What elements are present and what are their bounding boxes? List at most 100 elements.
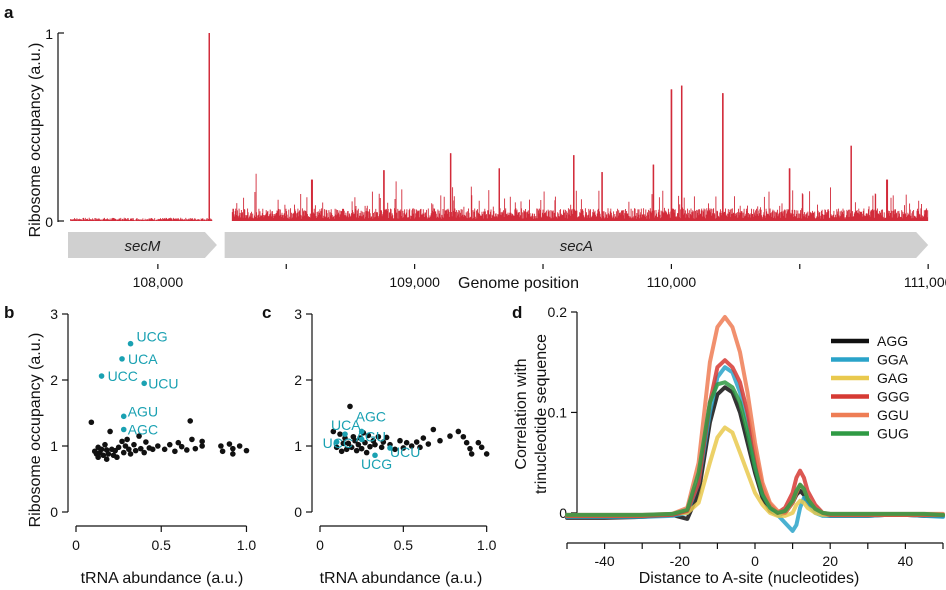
highlight-point-UCU xyxy=(141,380,147,387)
highlight-point-UCA xyxy=(119,356,125,362)
panel-c-letter: c xyxy=(262,303,271,322)
x-tick-label: 1.0 xyxy=(237,537,257,553)
data-point xyxy=(120,449,127,456)
panel-d-series-lines xyxy=(565,315,945,533)
highlight-point-UCU xyxy=(387,445,393,451)
panel-a-xlabel: Genome position xyxy=(458,275,579,292)
legend-label-GGG: GGG xyxy=(877,389,910,405)
data-point xyxy=(397,437,403,444)
highlight-label-UCU: UCU xyxy=(390,444,420,460)
data-point xyxy=(124,436,130,443)
y-tick-label: 0.2 xyxy=(548,304,568,320)
data-point xyxy=(365,432,372,439)
panel-b-xlabel: tRNA abundance (a.u.) xyxy=(81,570,244,587)
data-point xyxy=(178,443,185,450)
panel-a-ytick-label-0: 0 xyxy=(45,214,53,230)
data-point xyxy=(378,444,385,451)
highlight-label-AGC: AGC xyxy=(128,422,158,438)
data-point xyxy=(383,434,390,441)
data-point xyxy=(172,448,178,455)
data-point xyxy=(127,451,134,457)
x-tick-label: 109,000 xyxy=(389,274,440,290)
data-point xyxy=(468,451,475,457)
panel-d-ylabel-line-1: Correlation with xyxy=(513,358,530,469)
data-point xyxy=(408,443,415,449)
data-point xyxy=(115,444,122,451)
x-tick-label: 0.5 xyxy=(394,537,414,553)
data-point xyxy=(230,445,236,452)
highlight-label-UCG: UCG xyxy=(361,456,392,472)
data-point xyxy=(199,443,205,449)
highlight-label-AGC: AGC xyxy=(356,408,386,424)
highlight-label-AGU: AGU xyxy=(356,428,386,444)
panel-d-ylabel-line-2: trinucleotide sequence xyxy=(533,334,550,494)
x-tick-label: 1.0 xyxy=(477,537,497,553)
data-point xyxy=(98,446,105,453)
data-point xyxy=(105,451,112,457)
data-point xyxy=(330,428,337,435)
panel-d-axes: 0 0.1 0.2 -40 -20 0 20 40 xyxy=(548,304,944,569)
data-point xyxy=(430,426,437,433)
gene-label-secA: secA xyxy=(560,238,593,255)
y-tick-label: 3 xyxy=(294,306,302,322)
highlight-point-AGC xyxy=(120,426,127,433)
highlight-label-UCG: UCG xyxy=(137,329,168,345)
highlight-label-UCU: UCU xyxy=(148,375,178,391)
y-tick-label: 0.1 xyxy=(548,404,568,420)
data-point xyxy=(340,440,347,447)
panel-a-gene-arrows: secM secA xyxy=(68,232,929,258)
data-point xyxy=(483,451,490,457)
x-tick-label: 0 xyxy=(751,553,759,569)
gene-arrow-secA xyxy=(224,232,929,258)
data-point xyxy=(467,445,473,452)
panel-d-letter: d xyxy=(512,303,522,322)
panel-b-axes: 0 1 2 3 0 0.5 1.0 xyxy=(50,306,256,553)
y-tick-label: 1 xyxy=(50,438,58,454)
data-point xyxy=(420,435,427,441)
data-point xyxy=(126,446,132,453)
legend-label-GAG: GAG xyxy=(877,370,908,386)
data-point xyxy=(218,443,224,449)
data-point xyxy=(192,445,199,452)
y-tick-label: 0 xyxy=(50,504,58,520)
highlight-label-UCC: UCC xyxy=(323,435,353,451)
x-tick-label: 20 xyxy=(822,553,838,569)
data-point xyxy=(243,447,250,454)
highlight-label-UCA: UCA xyxy=(128,351,158,367)
data-point xyxy=(333,444,340,451)
x-tick-label: -40 xyxy=(594,553,614,569)
data-point xyxy=(403,439,410,446)
data-point xyxy=(367,443,373,450)
data-point xyxy=(184,447,190,453)
panel-b-ylabel: Ribosome occupancy (a.u.) xyxy=(27,333,44,528)
legend-label-GGA: GGA xyxy=(877,352,909,368)
data-point xyxy=(103,456,110,463)
data-point xyxy=(375,433,382,440)
data-point xyxy=(363,449,370,456)
panel-b-letter: b xyxy=(4,303,14,322)
highlight-point-UCC xyxy=(98,373,105,379)
data-point xyxy=(447,433,453,439)
data-point xyxy=(355,441,362,448)
data-point xyxy=(95,454,101,461)
highlight-point-AGU xyxy=(120,413,127,420)
data-point xyxy=(236,443,243,449)
data-point xyxy=(425,441,432,447)
data-point xyxy=(199,438,205,445)
panel-d-legend: AGG GGA GAG GGG GGU GUG xyxy=(831,333,910,442)
highlight-point-UCG xyxy=(372,452,378,459)
panel-a: a Ribosome occupancy (a.u.) 1 0 secM secA… xyxy=(4,3,946,292)
gene-arrow-secM xyxy=(68,232,217,258)
panel-a-ylabel: Ribosome occupancy (a.u.) xyxy=(27,43,44,238)
panel-a-occupancy-profile xyxy=(70,33,929,221)
data-point xyxy=(417,444,423,451)
highlight-point-UCG xyxy=(127,340,134,347)
legend-label-GUG: GUG xyxy=(877,426,909,442)
data-point xyxy=(455,428,462,435)
data-point xyxy=(88,419,95,426)
legend-label-AGG: AGG xyxy=(877,333,908,349)
x-tick-label: 111,000 xyxy=(904,274,946,290)
